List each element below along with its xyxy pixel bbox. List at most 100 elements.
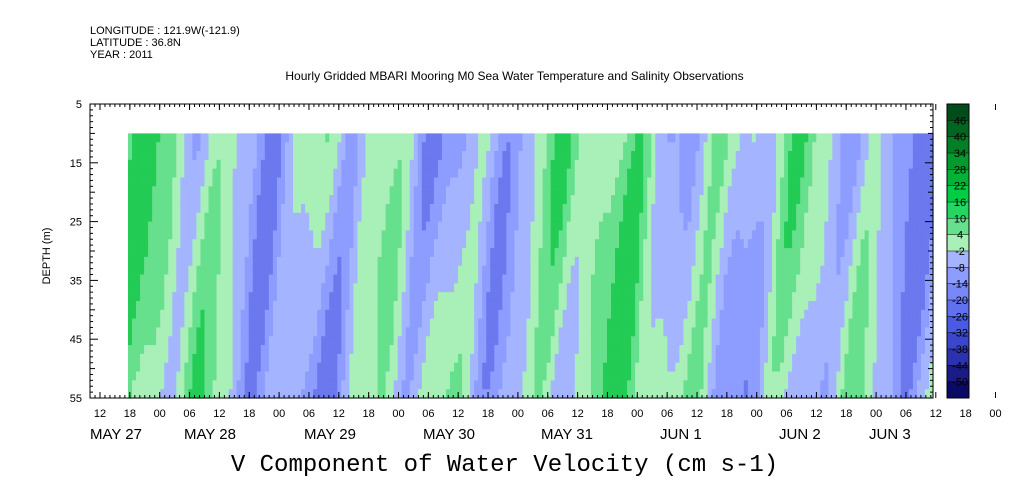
heat-cell: [333, 195, 338, 205]
heat-cell: [421, 345, 427, 355]
heat-cell: [454, 256, 459, 267]
heat-cell: [252, 300, 258, 311]
heat-cell: [772, 353, 777, 364]
heat-cell: [635, 274, 640, 284]
heat-cell: [780, 177, 785, 187]
heat-cell: [566, 203, 572, 214]
heat-cell: [727, 353, 733, 364]
heat-cell: [389, 265, 395, 276]
heat-cell: [655, 212, 660, 223]
heat-cell: [381, 292, 387, 302]
heat-cell: [743, 327, 749, 337]
heat-cell: [582, 318, 588, 329]
heat-cell: [578, 283, 584, 293]
heat-cell: [723, 177, 729, 187]
heat-cell: [361, 300, 367, 311]
heat-cell: [635, 203, 640, 214]
heat-cell: [466, 230, 471, 240]
heat-cell: [767, 345, 773, 355]
heat-cell: [228, 230, 234, 240]
heat-cell: [558, 265, 564, 276]
heat-cell: [651, 230, 656, 240]
heat-cell: [373, 248, 379, 258]
heat-cell: [502, 345, 507, 355]
heat-cell: [144, 248, 149, 258]
heat-cell: [232, 371, 238, 381]
heat-cell: [353, 389, 359, 399]
heat-cell: [554, 389, 560, 399]
heat-cell: [248, 380, 254, 390]
heat-cell: [518, 353, 524, 364]
heat-cell: [365, 353, 371, 364]
heat-cell: [252, 221, 258, 232]
heat-cell: [780, 380, 785, 390]
heat-cell: [623, 177, 628, 187]
heat-cell: [699, 212, 705, 223]
heat-cell: [268, 248, 274, 258]
heat-cell: [349, 265, 355, 276]
heat-cell: [192, 239, 198, 249]
heat-cell: [192, 186, 198, 196]
heat-cell: [176, 142, 181, 152]
heat-cell: [606, 142, 612, 152]
heat-cell: [365, 292, 371, 302]
heat-cell: [317, 151, 322, 161]
heat-cell: [739, 186, 745, 196]
heat-cell: [683, 151, 689, 161]
heat-cell: [478, 248, 483, 258]
heat-cell: [148, 362, 153, 373]
heat-cell: [144, 221, 149, 232]
heat-cell: [494, 274, 499, 284]
heat-cell: [675, 292, 681, 302]
heat-cell: [494, 221, 499, 232]
heat-cell: [365, 327, 371, 337]
heat-cell: [784, 168, 789, 179]
heat-cell: [755, 283, 761, 293]
heat-cell: [454, 239, 459, 249]
heat-cell: [759, 292, 765, 302]
heat-cell: [780, 336, 785, 346]
heat-cell: [796, 203, 801, 214]
heat-cell: [405, 248, 411, 258]
heat-cell: [498, 380, 503, 390]
heat-cell: [518, 318, 524, 329]
heat-cell: [309, 256, 314, 267]
heat-cell: [136, 212, 141, 223]
heat-cell: [574, 327, 580, 337]
heat-cell: [252, 186, 258, 196]
heat-cell: [602, 151, 608, 161]
heat-cell: [707, 133, 713, 143]
heat-cell: [707, 177, 713, 187]
heat-cell: [289, 186, 294, 196]
heat-cell: [132, 292, 137, 302]
heat-cell: [353, 159, 359, 170]
heat-cell: [454, 186, 459, 196]
heat-cell: [393, 239, 399, 249]
heat-cell: [212, 256, 218, 267]
heat-cell: [345, 274, 350, 284]
heat-cell: [280, 389, 286, 399]
heat-cell: [216, 318, 222, 329]
heat-cell: [192, 353, 198, 364]
heat-cell: [188, 212, 194, 223]
heat-cell: [309, 168, 314, 179]
heat-cell: [695, 265, 701, 276]
heat-cell: [192, 274, 198, 284]
heat-cell: [341, 300, 346, 311]
heat-cell: [570, 371, 576, 381]
heat-cell: [220, 221, 226, 232]
heat-cell: [216, 389, 222, 399]
heat-cell: [486, 371, 491, 381]
heat-cell: [377, 248, 383, 258]
heat-cell: [562, 371, 568, 381]
heat-cell: [176, 230, 181, 240]
heat-cell: [148, 177, 153, 187]
heat-cell: [691, 221, 697, 232]
heat-cell: [289, 168, 294, 179]
heat-cell: [611, 177, 616, 187]
heat-cell: [433, 151, 439, 161]
heat-cell: [667, 300, 672, 311]
heat-cell: [514, 159, 520, 170]
heat-cell: [639, 327, 644, 337]
heat-cell: [280, 195, 286, 205]
